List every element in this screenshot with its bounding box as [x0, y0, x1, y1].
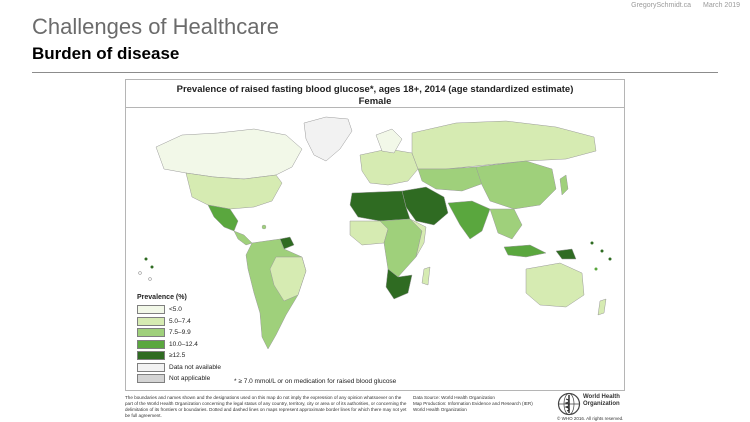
- map-title: Prevalence of raised fasting blood gluco…: [176, 84, 574, 95]
- legend-label: 10.0–12.4: [169, 340, 198, 348]
- source-line: World Health Organization: [413, 407, 467, 412]
- legend-item: 5.0–7.4: [137, 316, 257, 328]
- map-disclaimer: The boundaries and names shown and the d…: [125, 395, 407, 418]
- who-org-name: World Health Organization: [583, 394, 620, 407]
- region-canada: [155, 128, 303, 180]
- title-divider: [32, 72, 718, 73]
- slide-subtitle: Burden of disease: [32, 44, 180, 63]
- map-footnote: * ≥ 7.0 mmol/L or on medication for rais…: [234, 378, 397, 385]
- map-legend: Prevalence (%) <5.0 5.0–7.4 7.5–9.9 10.0…: [137, 294, 257, 385]
- region-pacific-island: [150, 265, 154, 269]
- region-south-asia: [447, 200, 491, 240]
- region-greenland: [303, 116, 353, 162]
- region-caribbean: [261, 224, 267, 230]
- legend-swatch: [137, 328, 165, 338]
- region-pacific-island: [138, 271, 142, 275]
- slide-date: March 2019: [703, 2, 740, 9]
- legend-label: Data not available: [169, 363, 222, 371]
- source-line: Data Source: World Health Organization: [413, 395, 495, 400]
- legend-item: Not applicable: [137, 373, 257, 385]
- source-line: Map Production: Information Evidence and…: [413, 401, 533, 406]
- legend-swatch: [137, 362, 165, 372]
- region-new-zealand: [597, 298, 607, 316]
- region-indonesia: [503, 244, 547, 258]
- legend-label: 7.5–9.9: [169, 329, 191, 337]
- legend-title: Prevalence (%): [137, 294, 187, 301]
- legend-item: 7.5–9.9: [137, 327, 257, 339]
- region-pacific-island: [600, 249, 604, 253]
- region-pacific-island: [608, 257, 612, 261]
- region-west-africa: [349, 220, 389, 246]
- region-china: [475, 160, 557, 210]
- world-map: Prevalence (%) <5.0 5.0–7.4 7.5–9.9 10.0…: [126, 109, 624, 390]
- legend-swatch: [137, 339, 165, 349]
- slide-title: Challenges of Healthcare: [32, 14, 280, 39]
- world-map-svg: [138, 116, 612, 350]
- map-heading: Prevalence of raised fasting blood gluco…: [126, 80, 624, 108]
- region-australia: [525, 262, 585, 308]
- region-central-america: [233, 230, 253, 246]
- region-brazil: [269, 256, 307, 302]
- author-credit: GregorySchmidt.ca: [631, 2, 692, 9]
- region-southeast-asia: [489, 208, 523, 240]
- region-south-africa: [385, 268, 413, 300]
- region-east-africa: [409, 218, 427, 258]
- legend-item: <5.0: [137, 304, 257, 316]
- legend-label: Not applicable: [169, 375, 211, 383]
- legend-swatch: [137, 316, 165, 326]
- region-png: [555, 248, 577, 260]
- region-north-africa: [349, 190, 411, 222]
- region-europe: [359, 148, 419, 186]
- region-russia: [411, 120, 597, 170]
- legend-swatch: [137, 351, 165, 361]
- region-scandinavia: [375, 128, 403, 154]
- region-central-asia: [417, 166, 485, 192]
- who-logo: World Health Organization © WHO 2016. Al…: [557, 392, 627, 422]
- region-japan: [559, 174, 569, 196]
- legend-item: ≥12.5: [137, 350, 257, 362]
- map-figure: Prevalence of raised fasting blood gluco…: [125, 79, 625, 391]
- legend-item: 10.0–12.4: [137, 339, 257, 351]
- region-usa: [185, 172, 283, 210]
- legend-label: <5.0: [169, 306, 182, 314]
- region-pacific-island: [144, 257, 148, 261]
- data-source: Data Source: World Health Organization M…: [413, 395, 553, 413]
- who-emblem-icon: [557, 392, 581, 416]
- region-pacific-island: [594, 267, 598, 271]
- legend-swatch: [137, 305, 165, 315]
- region-pacific-island: [148, 277, 152, 281]
- legend-swatch: [137, 374, 165, 384]
- legend-item: Data not available: [137, 362, 257, 374]
- legend-label: ≥12.5: [169, 352, 186, 360]
- region-madagascar: [421, 266, 431, 286]
- region-pacific-island: [590, 241, 594, 245]
- slide-meta: GregorySchmidt.ca March 2019: [621, 2, 740, 9]
- legend-label: 5.0–7.4: [169, 317, 191, 325]
- region-middle-east: [401, 186, 449, 226]
- who-copyright: © WHO 2016. All rights reserved.: [557, 416, 624, 421]
- map-subtitle: Female: [358, 96, 392, 107]
